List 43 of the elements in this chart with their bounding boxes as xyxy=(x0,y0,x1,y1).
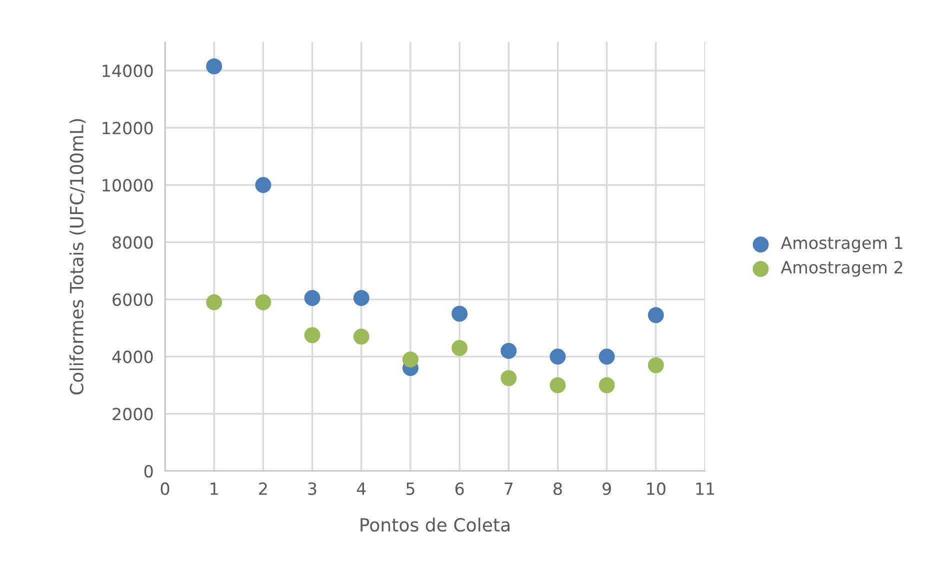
point xyxy=(353,328,370,345)
point xyxy=(452,340,468,356)
x-tick-label: 1 xyxy=(210,482,218,495)
point xyxy=(206,58,222,74)
x-tick-label: 9 xyxy=(602,482,611,496)
point xyxy=(452,306,468,322)
x-tick-label: 6 xyxy=(455,482,464,496)
x-tick-label: 7 xyxy=(504,482,513,495)
point xyxy=(255,177,272,193)
x-tick-label: 8 xyxy=(554,482,562,496)
point xyxy=(598,348,615,365)
point xyxy=(648,307,664,324)
y-tick-label: 12000 xyxy=(102,122,153,134)
x-tick-label: 5 xyxy=(406,482,414,496)
point xyxy=(255,294,272,310)
x-tick-label: 10 xyxy=(647,482,666,496)
y-axis-title: Coliformes Totais (UFC/100mL) xyxy=(70,119,86,394)
point xyxy=(598,377,615,394)
x-tick-label: 3 xyxy=(308,482,316,496)
x-tick-label: 11 xyxy=(696,482,714,495)
point xyxy=(648,357,664,374)
point xyxy=(550,348,566,365)
point xyxy=(500,342,517,359)
y-tick-label: 0 xyxy=(144,464,153,478)
point xyxy=(402,351,418,368)
x-tick-label: 2 xyxy=(259,482,267,495)
y-tick-label: 8000 xyxy=(112,236,153,249)
point xyxy=(206,294,222,310)
y-tick-label: 4000 xyxy=(112,350,153,364)
x-axis-title: Pontos de Coleta xyxy=(360,518,510,532)
point xyxy=(353,290,370,306)
point xyxy=(500,370,517,386)
legend-label: Amostragem 1 xyxy=(780,236,902,252)
y-tick-label: 14000 xyxy=(102,64,153,78)
x-tick-label: 0 xyxy=(160,482,170,496)
x-tick-label: 4 xyxy=(356,482,366,495)
y-tick-label: 2000 xyxy=(112,408,153,420)
point xyxy=(550,377,566,394)
legend-label: Amostragem 2 xyxy=(780,260,902,277)
point xyxy=(304,290,320,306)
y-tick-label: 10000 xyxy=(102,178,153,192)
y-tick-label: 6000 xyxy=(112,293,153,306)
point xyxy=(304,327,320,344)
